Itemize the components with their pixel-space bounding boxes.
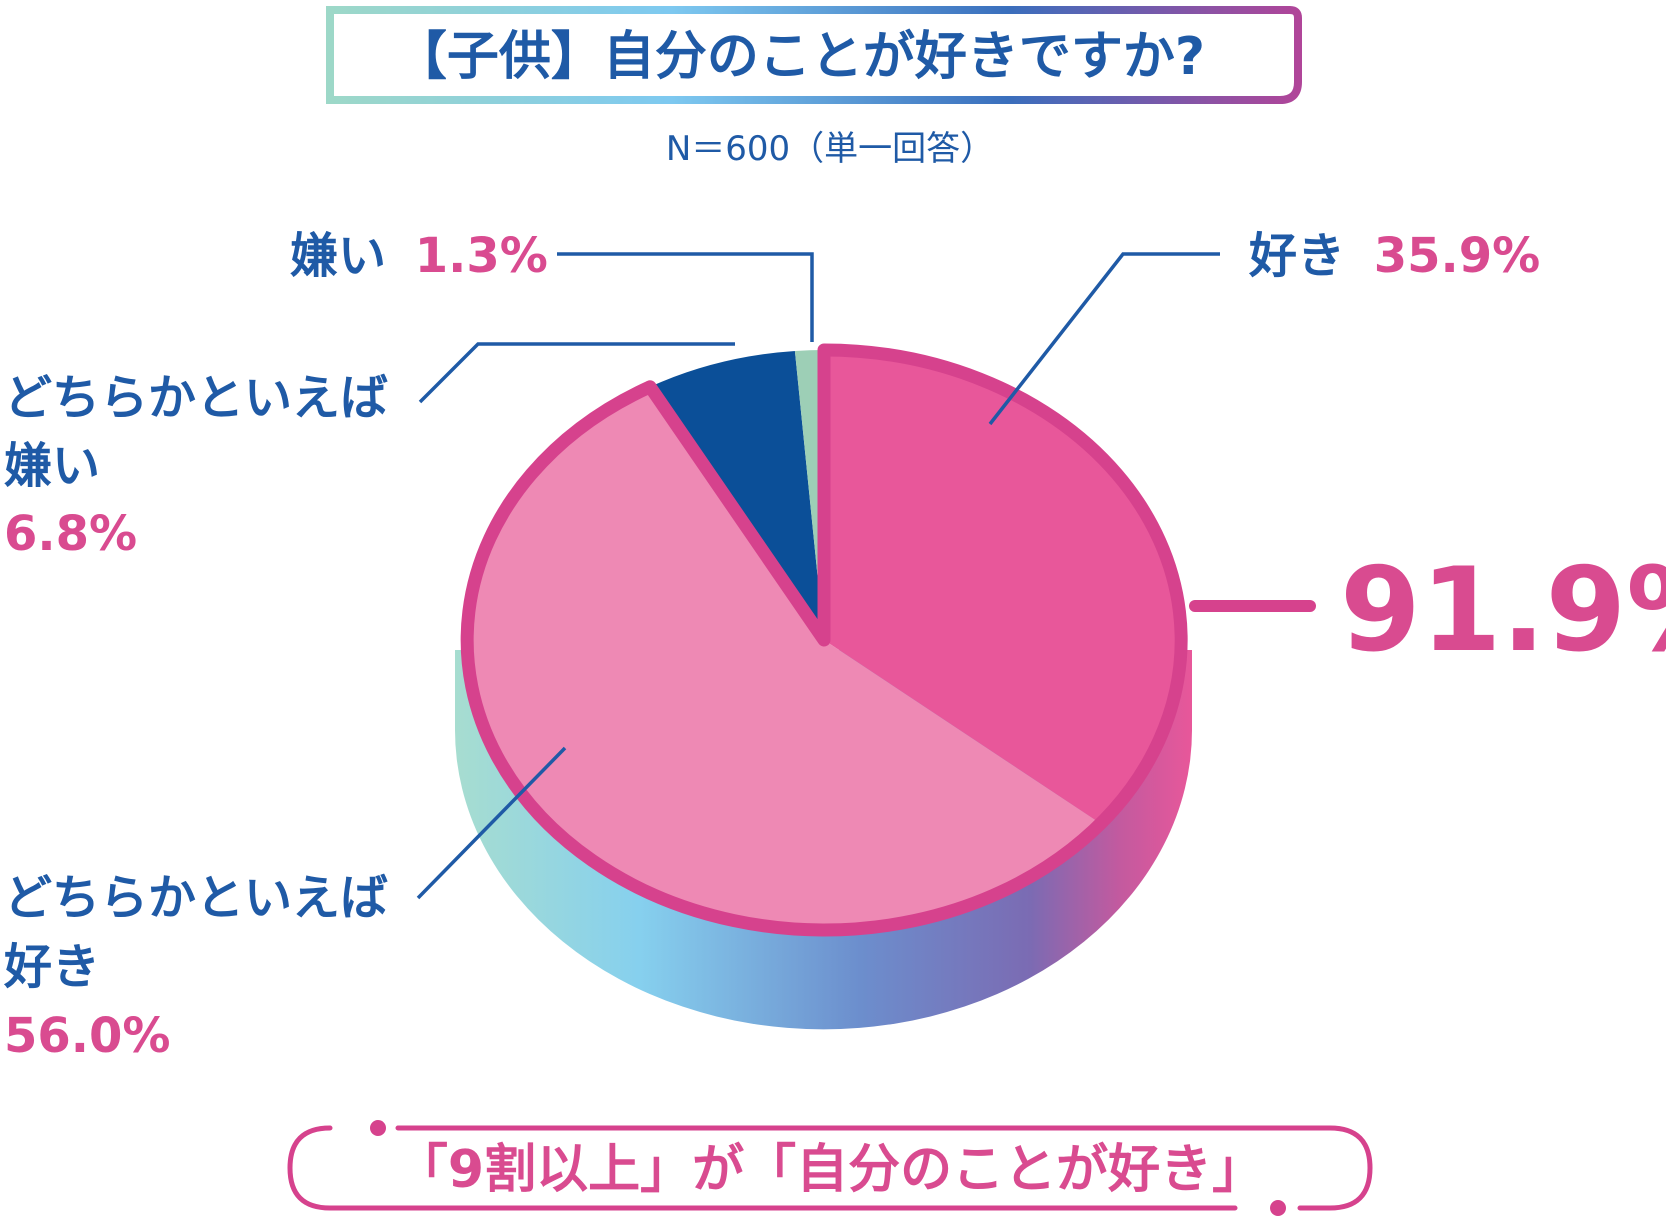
svg-text:好き 35.9%: 好き 35.9% [1248, 228, 1540, 284]
chart-title: 【子供】自分のことが好きですか? [395, 27, 1205, 87]
label-kirai: 嫌い 1.3% [290, 228, 548, 284]
slice-suki [824, 350, 1181, 824]
sample-note: N＝600（単一回答） [666, 129, 994, 169]
title-frame [326, 6, 1302, 104]
label-docchi-kirai-line2: 嫌い [4, 438, 100, 494]
svg-text:嫌い 1.3%: 嫌い 1.3% [290, 228, 548, 284]
label-suki-name: 好き [1248, 228, 1345, 284]
label-suki: 好き 35.9% [1248, 228, 1540, 284]
slice-kirai [794, 350, 824, 640]
label-docchi-kirai-value: 6.8% [4, 506, 137, 562]
conclusion-text: 「9割以上」が「自分のことが好き」 [396, 1140, 1264, 1200]
label-kirai-value: 1.3% [415, 228, 548, 284]
highlight-total: 91.9% [1340, 543, 1666, 678]
combined-suki-outline [460, 343, 1188, 937]
label-docchi-suki-line2: 好き [3, 939, 100, 995]
label-suki-value: 35.9% [1374, 228, 1541, 284]
label-kirai-name: 嫌い [290, 228, 386, 284]
leader-kirai [557, 252, 814, 342]
label-docchi-kirai-line1: どちらかといえば [4, 370, 388, 426]
label-docchi-suki: どちらかといえば 好き 56.0% [3, 870, 388, 1064]
label-docchi-suki-line1: どちらかといえば [4, 870, 388, 926]
leader-suki [988, 252, 1220, 426]
leader-docchi-suki [416, 746, 567, 900]
label-docchi-kirai: どちらかといえば 嫌い 6.8% [4, 370, 388, 562]
conclusion-frame [287, 1120, 1373, 1216]
slice-docchi-suki [466, 386, 1101, 931]
leader-docchi-kirai [418, 342, 735, 404]
label-docchi-suki-value: 56.0% [4, 1008, 171, 1064]
